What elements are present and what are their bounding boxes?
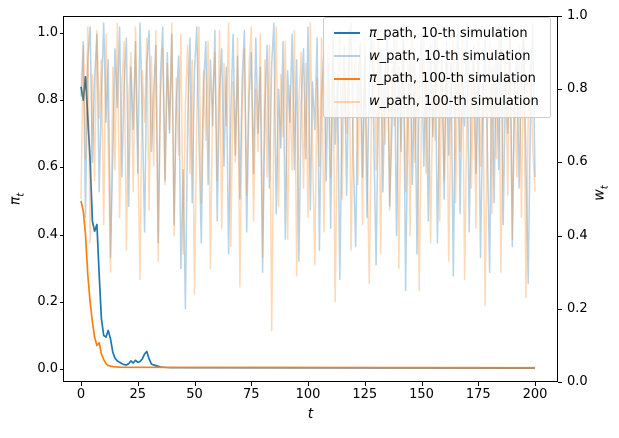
x-tick-label: 100 <box>295 387 321 402</box>
x-tick-label: 125 <box>352 387 378 402</box>
x-tick-mark <box>535 382 536 386</box>
y-tick-mark-left <box>59 33 63 34</box>
y-tick-label-left: 0.6 <box>37 159 58 175</box>
series-line-2 <box>80 200 536 369</box>
y-axis-label-left: πt <box>8 193 27 205</box>
w-symbol: w <box>591 189 608 201</box>
legend-symbol: w <box>369 94 380 110</box>
plot-area <box>80 22 536 369</box>
y-tick-label-right: 0.6 <box>567 154 588 170</box>
pi-subscript: t <box>15 192 27 197</box>
y-tick-label-left: 0.8 <box>37 92 58 108</box>
y-tick-label-left: 0.2 <box>37 293 58 309</box>
x-axis-label: t <box>307 406 314 422</box>
y-axis-label-right: wt <box>592 185 611 200</box>
x-tick-label: 200 <box>522 387 548 402</box>
y-tick-mark-left <box>59 301 63 303</box>
y-tick-mark-left <box>59 369 63 370</box>
y-tick-label-left: 0.0 <box>37 361 58 376</box>
legend-label: w_path, 10-th simulation <box>369 48 531 64</box>
x-tick-mark <box>251 382 253 386</box>
x-tick-mark <box>364 382 366 386</box>
series-line-3 <box>80 22 536 332</box>
x-tick-mark <box>137 382 139 386</box>
y-tick-mark-left <box>59 234 63 236</box>
pi-symbol: π <box>7 196 24 206</box>
series-line-0 <box>80 75 536 369</box>
y-tick-mark-right <box>558 308 562 310</box>
x-tick-label: 0 <box>76 387 86 402</box>
legend-item: w_path, 10-th simulation <box>330 45 544 68</box>
legend-line-swatch <box>334 55 360 58</box>
y-tick-label-right: 0.0 <box>567 374 588 389</box>
legend-label: π_path, 100-th simulation <box>369 71 536 87</box>
legend-line-swatch <box>334 77 360 80</box>
x-tick-label: 175 <box>465 387 491 402</box>
y-tick-label-right: 0.2 <box>567 300 588 316</box>
y-tick-label-right: 1.0 <box>567 8 588 23</box>
legend-item: w_path, 100-th simulation <box>330 90 544 113</box>
y-tick-label-left: 0.4 <box>37 226 58 242</box>
legend-symbol: π <box>369 71 377 87</box>
x-tick-label: 25 <box>129 387 147 402</box>
y-tick-label-left: 1.0 <box>37 25 58 40</box>
legend-label: π_path, 10-th simulation <box>369 25 528 41</box>
x-tick-label: 150 <box>409 387 434 402</box>
y-tick-label-right: 0.8 <box>567 81 588 97</box>
x-tick-mark <box>81 382 82 386</box>
legend: π_path, 10-th simulation w_path, 10-th si… <box>323 17 551 118</box>
legend-label: w_path, 100-th simulation <box>369 94 539 110</box>
legend-symbol: π <box>369 25 377 41</box>
y-tick-mark-left <box>59 100 63 102</box>
y-tick-mark-right <box>558 89 562 91</box>
y-tick-mark-right <box>558 235 562 237</box>
x-tick-label: 50 <box>186 387 203 402</box>
legend-symbol: w <box>369 48 380 64</box>
x-tick-mark <box>421 382 423 386</box>
series-line-1 <box>80 22 536 310</box>
w-subscript: t <box>599 185 611 190</box>
legend-line-swatch <box>334 32 360 35</box>
x-tick-label: 75 <box>242 387 260 402</box>
y-tick-mark-left <box>59 167 63 169</box>
y-tick-label-right: 0.4 <box>567 227 588 243</box>
x-tick-mark <box>478 382 480 386</box>
legend-line-swatch <box>334 100 360 103</box>
y-tick-mark-right <box>558 16 562 17</box>
y-tick-mark-right <box>558 382 562 383</box>
x-tick-mark <box>308 382 309 386</box>
legend-item: π_path, 100-th simulation <box>330 68 544 91</box>
legend-item: π_path, 10-th simulation <box>330 22 544 45</box>
x-tick-mark <box>194 382 196 386</box>
y-tick-mark-right <box>558 162 562 164</box>
